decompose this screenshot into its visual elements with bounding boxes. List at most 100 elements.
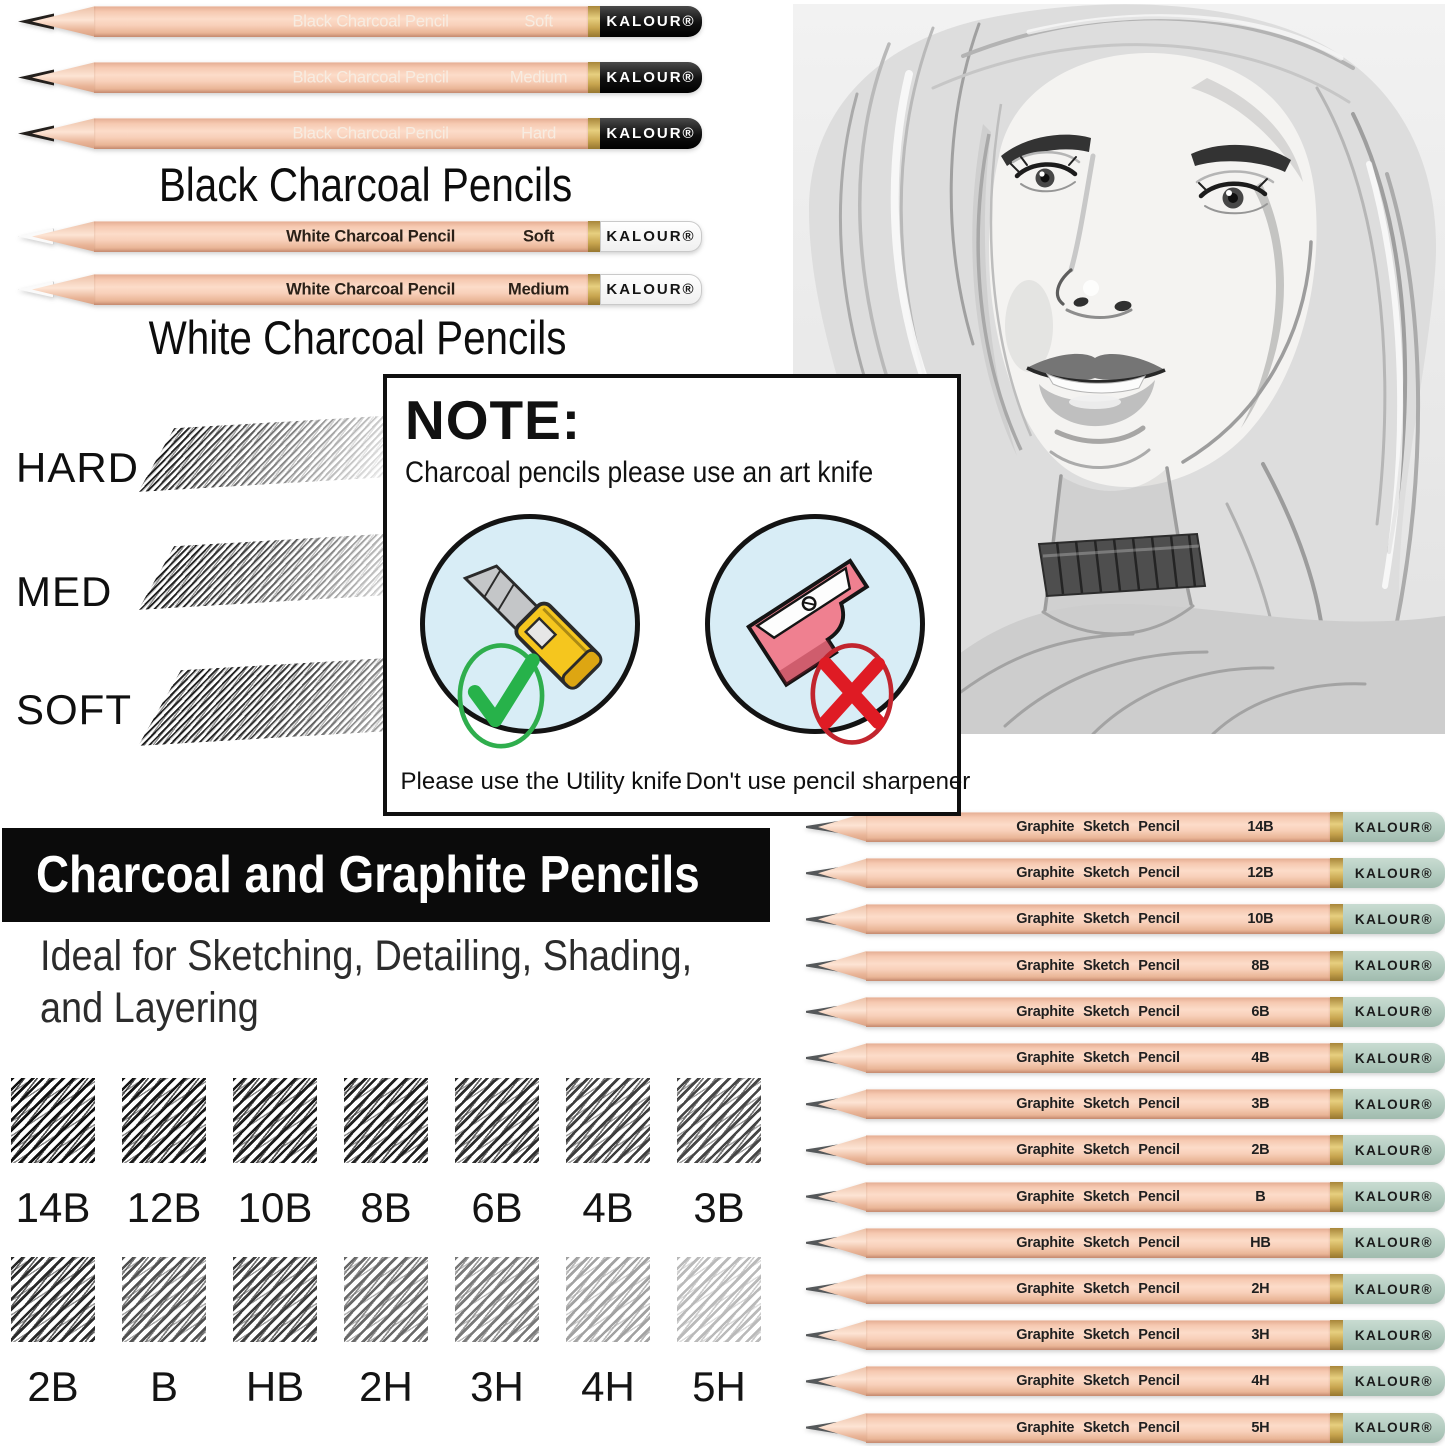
note-heading: NOTE:	[405, 389, 582, 451]
brand-logo: KALOUR®	[606, 125, 696, 142]
graphite-pencil-3H: Graphite Sketch Pencil 3H KALOUR®	[806, 1320, 1445, 1351]
swatch-grade-label: 14B	[15, 1184, 91, 1231]
pencil-cap: KALOUR®	[1343, 1227, 1445, 1258]
pencil-tip	[806, 812, 868, 842]
gold-band	[1330, 812, 1343, 842]
sharpener-caption: Don't use pencil sharpener	[685, 768, 971, 795]
swatch-grade-label: 8B	[360, 1184, 412, 1231]
pencil-tip	[18, 221, 96, 252]
white-charcoal-title: White Charcoal Pencils	[148, 311, 567, 364]
pencil-cap: KALOUR®	[1343, 858, 1445, 889]
pencil-cap: KALOUR®	[1343, 1089, 1445, 1120]
pencil-body: Graphite Sketch Pencil HB	[866, 1227, 1330, 1258]
swatch-row-soft-grades: 14B 12B 10B 8B 6B 4B 3B	[11, 1078, 761, 1232]
pencil-body: Graphite Sketch Pencil 5H	[866, 1412, 1330, 1443]
pencil-tip	[18, 118, 96, 149]
hatch-swatch	[122, 1257, 206, 1342]
pencil-tip	[18, 274, 96, 305]
pencil-grade: 3H	[1251, 1327, 1270, 1344]
gold-band	[1330, 1043, 1343, 1073]
swatch-grade-label: 10B	[237, 1184, 313, 1231]
pencil-body: Graphite Sketch Pencil 3H	[866, 1320, 1330, 1351]
pencil-grade: Hard	[521, 124, 557, 142]
brand-logo: KALOUR®	[1354, 1373, 1434, 1389]
hatch-swatch	[455, 1078, 539, 1163]
gold-band	[588, 221, 600, 252]
pencil-body: Graphite Sketch Pencil 4B	[866, 1043, 1330, 1073]
hatch-swatch	[677, 1257, 761, 1342]
pencil-label: Graphite Sketch Pencil	[1016, 819, 1180, 835]
sketch-portrait-image	[793, 4, 1445, 734]
swatch-5H: 5H	[677, 1257, 761, 1411]
pencil-grade: 2H	[1251, 1281, 1270, 1297]
hatch-swatch	[455, 1257, 539, 1342]
hatch-swatch	[11, 1078, 95, 1163]
pencil-tip	[806, 996, 868, 1027]
brand-logo: KALOUR®	[1354, 1420, 1434, 1436]
pencil-label: Graphite Sketch Pencil	[1016, 1281, 1180, 1297]
swatch-grade-label: 2H	[359, 1363, 413, 1410]
gold-band	[1330, 1366, 1343, 1397]
swatch-2B: 2B	[11, 1257, 95, 1411]
pencil-sharpener-icon	[704, 514, 925, 745]
gold-band	[1330, 1227, 1343, 1258]
graphite-pencil-4H: Graphite Sketch Pencil 4H KALOUR®	[806, 1366, 1445, 1397]
pencil-body: Graphite Sketch Pencil 10B	[866, 904, 1330, 935]
note-subtitle: Charcoal pencils please use an art knife	[405, 456, 874, 489]
hatch-swatch	[344, 1257, 428, 1342]
pencil-body: Graphite Sketch Pencil 2H	[866, 1274, 1330, 1304]
pencil-grade: 12B	[1247, 865, 1274, 882]
hatch-swatch	[566, 1078, 650, 1163]
pencil-grade: 5H	[1251, 1419, 1270, 1436]
brand-logo: KALOUR®	[1354, 958, 1434, 974]
gold-band	[1330, 1135, 1343, 1166]
pencil-tip	[806, 1320, 868, 1351]
utility-knife-drawing	[462, 564, 602, 690]
graphite-pencil-6B: Graphite Sketch Pencil 6B KALOUR®	[806, 996, 1445, 1027]
gold-band	[588, 62, 600, 93]
pencil-label: Graphite Sketch Pencil	[1016, 957, 1180, 974]
gold-band	[1330, 1089, 1343, 1120]
pencil-cap: KALOUR®	[1343, 1320, 1445, 1351]
brand-logo: KALOUR®	[1354, 819, 1434, 835]
utility-knife-icon	[419, 514, 640, 749]
white-charcoal-pencil-soft: White Charcoal Pencil Soft KALOUR®	[18, 221, 702, 252]
swatch-grade-label: 3H	[470, 1363, 524, 1410]
pencil-grade: 10B	[1247, 911, 1274, 928]
hatch-swatch	[344, 1078, 428, 1163]
knife-caption: Please use the Utility knife	[400, 768, 682, 795]
white-charcoal-pencil-medium: White Charcoal Pencil Medium KALOUR®	[18, 274, 702, 305]
brand-logo: KALOUR®	[1354, 911, 1434, 927]
pencil-tip	[18, 62, 96, 93]
gold-band	[1330, 1274, 1343, 1304]
swatch-grade-label: HB	[245, 1363, 305, 1410]
sharpener-drawing	[745, 558, 869, 688]
black-charcoal-pencil-soft: Black Charcoal Pencil Soft KALOUR®	[18, 6, 702, 37]
pencil-label: Graphite Sketch Pencil	[1016, 1327, 1180, 1344]
pencil-cap: KALOUR®	[1343, 1274, 1445, 1304]
pencil-cap: KALOUR®	[600, 118, 702, 149]
pencil-grade: 6B	[1251, 1003, 1270, 1020]
pencil-tip	[806, 950, 868, 981]
swatch-2H: 2H	[344, 1257, 428, 1411]
pencil-body: White Charcoal Pencil Soft	[94, 221, 588, 252]
gold-band	[1330, 1320, 1343, 1351]
pencil-label: Graphite Sketch Pencil	[1016, 1096, 1180, 1113]
pencil-tip	[806, 1135, 868, 1166]
med-pencil-stroke-sample	[138, 531, 425, 610]
pencil-cap: KALOUR®	[600, 221, 702, 252]
pencil-body: Black Charcoal Pencil Soft	[94, 6, 588, 37]
pencil-label: Graphite Sketch Pencil	[1016, 865, 1180, 882]
hardness-label-soft: SOFT	[16, 686, 132, 733]
pencil-tip	[806, 1181, 868, 1212]
brand-logo: KALOUR®	[606, 69, 696, 86]
pencil-body: Black Charcoal Pencil Hard	[94, 118, 588, 149]
pencil-grade: 4B	[1251, 1050, 1270, 1066]
graphite-pencil-12B: Graphite Sketch Pencil 12B KALOUR®	[806, 858, 1445, 889]
pencil-grade: Soft	[522, 227, 555, 245]
pencil-sharpener-figure: Don't use pencil sharpener	[685, 514, 971, 796]
swatch-HB: HB	[233, 1257, 317, 1411]
pencil-tip	[806, 1274, 868, 1304]
pencil-body: Graphite Sketch Pencil 3B	[866, 1089, 1330, 1120]
pencil-label: Graphite Sketch Pencil	[1016, 1234, 1180, 1251]
